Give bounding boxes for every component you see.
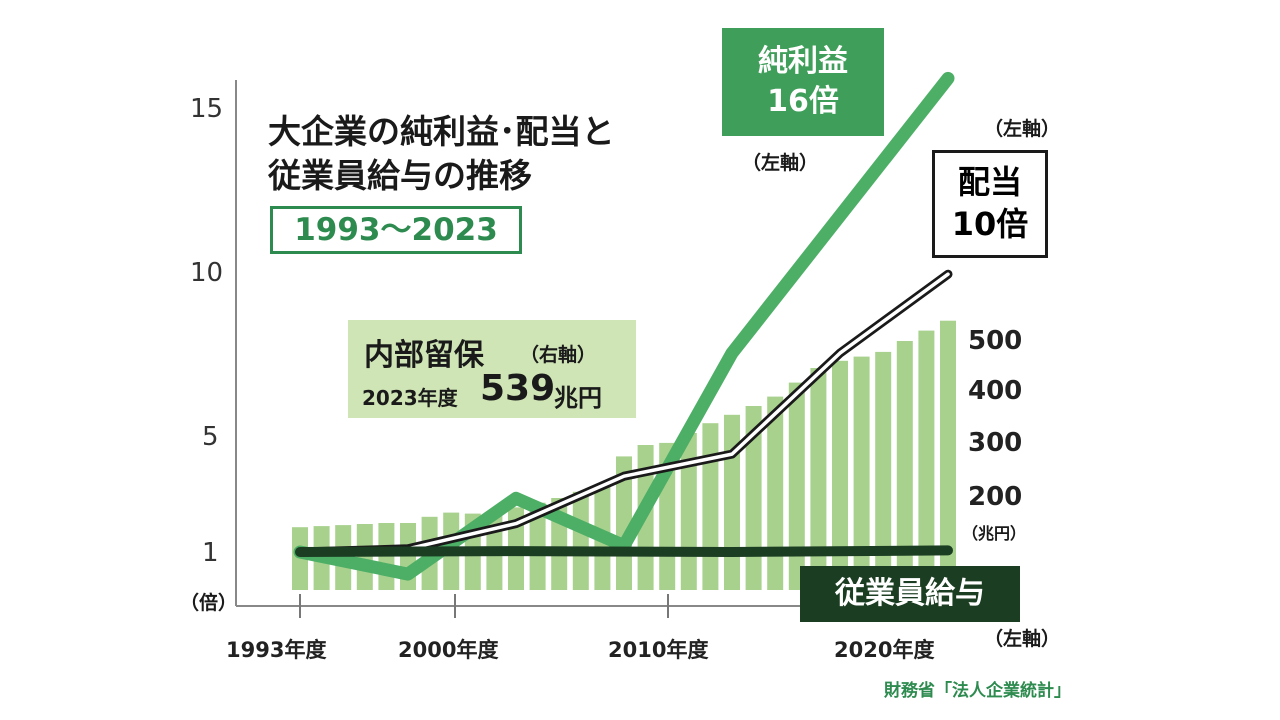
net-profit-label: 純利益 (758, 44, 848, 79)
retained-earnings-bar (572, 491, 589, 590)
dividend-label: 配当 (957, 163, 1022, 201)
source-note: 財務省「法人企業統計」 (884, 681, 1071, 701)
x-tick-label: 2000年度 (398, 638, 499, 662)
retained-earnings-label: 内部留保 (364, 338, 484, 373)
x-tick-label: 2010年度 (608, 638, 709, 662)
left-tick-label: 5 (202, 422, 219, 452)
retained-earnings-bar (767, 396, 784, 590)
retained-earnings-year: 2023年度 (362, 386, 458, 410)
retained-earnings-annotation: 内部留保 （右軸） 2023年度 539 兆円 (348, 320, 636, 418)
chart-title-line2: 従業員給与の推移 (268, 156, 532, 195)
right-axis-unit: （兆円） (962, 524, 1027, 543)
wage-annotation: 従業員給与 (800, 566, 1020, 622)
left-tick-label: 10 (190, 258, 224, 288)
right-tick-label: 400 (968, 376, 1023, 406)
left-tick-label: 1 (202, 538, 219, 568)
right-tick-label: 200 (968, 482, 1023, 512)
retained-earnings-bar (853, 356, 870, 590)
left-tick-label: 15 (190, 94, 224, 124)
net-profit-line (293, 71, 955, 581)
period-badge: 1993〜2023 (270, 206, 522, 254)
retained-earnings-bars (292, 320, 956, 590)
dividend-axis-note: （左軸） (984, 118, 1061, 140)
wage-axis-note: （左軸） (984, 628, 1061, 650)
retained-earnings-bar (788, 382, 805, 590)
right-tick-label: 300 (968, 428, 1023, 458)
retained-earnings-bar (702, 423, 719, 590)
retained-earnings-bar (680, 433, 697, 590)
series-lines (293, 71, 955, 581)
retained-earnings-axis-note: （右軸） (520, 344, 597, 366)
net-profit-annotation: 純利益 16倍 (722, 28, 884, 136)
x-tick-label: 1993年度 (226, 638, 327, 662)
wage-line (295, 545, 953, 557)
retained-earnings-bar (356, 524, 373, 590)
retained-earnings-bar (940, 320, 956, 590)
chart-title-line1: 大企業の純利益･配当と (268, 112, 615, 151)
retained-earnings-unit: 兆円 (554, 384, 602, 412)
retained-earnings-bar (616, 456, 632, 590)
net-profit-axis-note: （左軸） (742, 152, 819, 174)
retained-earnings-bar (810, 368, 827, 590)
retained-earnings-bar (918, 330, 935, 590)
retained-earnings-bar (724, 414, 740, 590)
left-axis-unit: （倍） (180, 592, 238, 614)
retained-earnings-bar (875, 351, 892, 590)
dividend-annotation: 配当 10倍 (932, 150, 1048, 258)
right-tick-label: 500 (968, 326, 1023, 356)
retained-earnings-bar (896, 341, 913, 590)
retained-earnings-bar (745, 406, 762, 590)
dividend-multiple: 10倍 (951, 205, 1029, 243)
retained-earnings-value: 539 (480, 368, 556, 409)
retained-earnings-bar (832, 360, 848, 590)
net-profit-multiple: 16倍 (767, 84, 839, 119)
x-tick-label: 2020年度 (834, 638, 935, 662)
